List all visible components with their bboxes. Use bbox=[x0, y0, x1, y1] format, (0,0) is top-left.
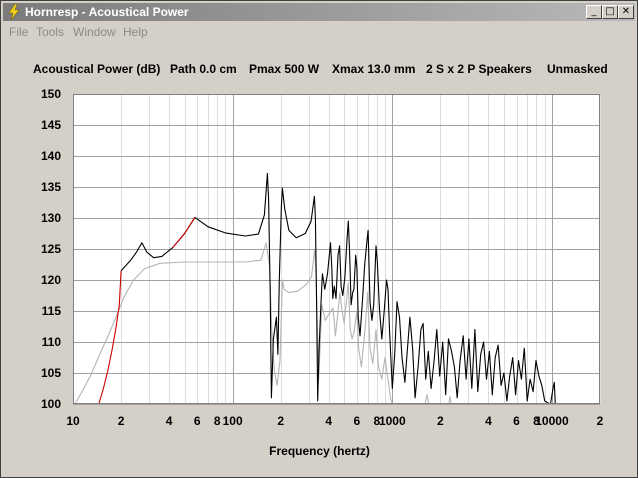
x-axis-label: Frequency (hertz) bbox=[269, 444, 370, 458]
minimize-button[interactable]: _ bbox=[586, 5, 602, 19]
series-line bbox=[448, 396, 452, 404]
y-tick-label: 150 bbox=[41, 87, 61, 101]
maximize-icon: □ bbox=[605, 6, 615, 17]
plot-border bbox=[73, 94, 600, 404]
chart-header: Acoustical Power (dB) Path 0.0 cm Pmax 5… bbox=[0, 62, 638, 78]
header-measure: Acoustical Power (dB) bbox=[33, 62, 161, 76]
series-line bbox=[172, 217, 196, 249]
x-tick-label: 100 bbox=[223, 414, 243, 428]
x-tick-label: 10000 bbox=[535, 414, 569, 428]
x-tick-label: 4 bbox=[166, 414, 173, 428]
y-tick-label: 110 bbox=[42, 335, 62, 349]
series-line bbox=[120, 172, 556, 404]
header-mask: Unmasked bbox=[547, 62, 608, 76]
y-tick-label: 120 bbox=[41, 273, 61, 287]
x-tick-label: 6 bbox=[194, 414, 201, 428]
x-tick-label: 4 bbox=[485, 414, 492, 428]
menu-help[interactable]: Help bbox=[123, 25, 148, 39]
x-tick-label: 2 bbox=[277, 414, 284, 428]
x-tick-label: 6 bbox=[513, 414, 520, 428]
close-button[interactable]: ✕ bbox=[618, 5, 634, 19]
x-tick-label: 8 bbox=[533, 414, 540, 428]
close-icon: ✕ bbox=[621, 6, 631, 17]
x-tick-label: 10 bbox=[66, 414, 80, 428]
header-path: Path 0.0 cm bbox=[170, 62, 237, 76]
series-line bbox=[424, 394, 430, 404]
lightning-bolt-icon bbox=[8, 4, 20, 20]
window-title: Hornresp - Acoustical Power bbox=[25, 5, 189, 19]
y-tick-label: 145 bbox=[41, 118, 61, 132]
x-tick-label: 1000 bbox=[379, 414, 406, 428]
header-xmax: Xmax 13.0 mm bbox=[332, 62, 416, 76]
menu-window[interactable]: Window bbox=[73, 25, 116, 39]
x-tick-label: 2 bbox=[597, 414, 604, 428]
header-speakers: 2 S x 2 P Speakers bbox=[426, 62, 532, 76]
maximize-button[interactable]: □ bbox=[602, 5, 618, 19]
y-tick-label: 115 bbox=[42, 304, 62, 318]
y-tick-label: 140 bbox=[41, 149, 61, 163]
menu-tools[interactable]: Tools bbox=[36, 25, 65, 39]
header-pmax: Pmax 500 W bbox=[249, 62, 320, 76]
y-tick-label: 135 bbox=[41, 180, 61, 194]
y-tick-labels: 150 145 140 135 130 125 120 115 110 105 100 bbox=[41, 87, 61, 411]
x-tick-label: 6 bbox=[354, 414, 361, 428]
x-tick-label: 2 bbox=[118, 414, 125, 428]
y-tick-label: 105 bbox=[41, 366, 61, 380]
y-tick-label: 125 bbox=[41, 242, 61, 256]
minimize-icon: _ bbox=[591, 6, 597, 17]
y-tick-label: 130 bbox=[41, 211, 61, 225]
series-line bbox=[98, 270, 122, 404]
x-tick-label: 2 bbox=[437, 414, 444, 428]
y-tick-label: 100 bbox=[41, 397, 61, 411]
menu-bar: File Tools Window Help bbox=[3, 22, 635, 41]
menu-file[interactable]: File bbox=[9, 25, 29, 39]
x-tick-label: 8 bbox=[214, 414, 221, 428]
title-bar[interactable]: Hornresp - Acoustical Power _ □ ✕ bbox=[3, 3, 635, 21]
series-lines bbox=[74, 172, 556, 404]
x-tick-label: 4 bbox=[325, 414, 332, 428]
x-tick-label: 8 bbox=[373, 414, 380, 428]
